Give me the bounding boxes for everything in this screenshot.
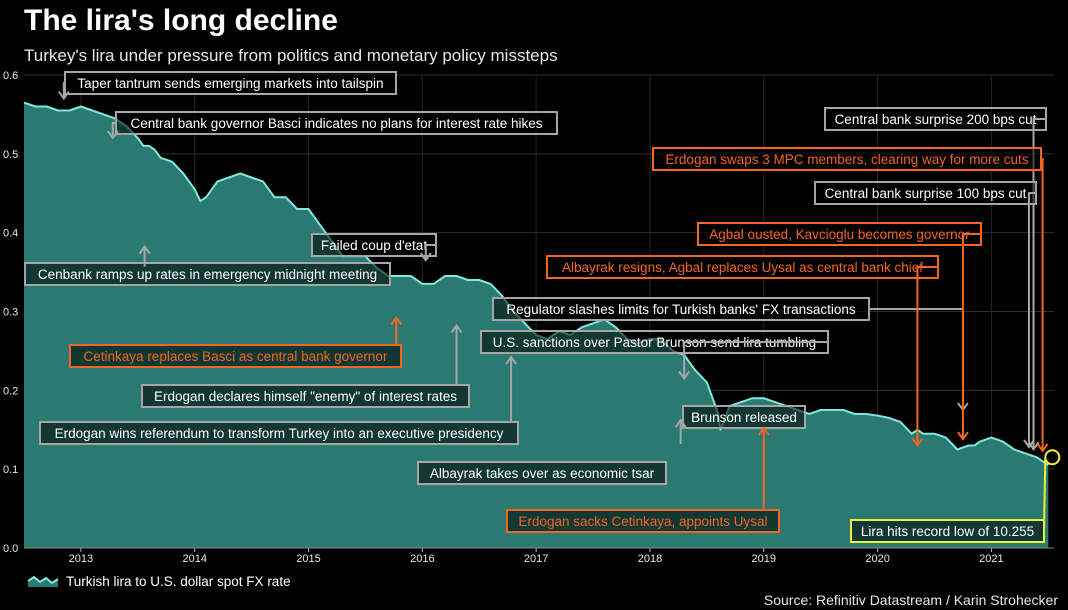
annotation-arrow: [1027, 192, 1036, 447]
arrow-head: [58, 90, 70, 101]
annotation: Erdogan sacks Cetinkaya, appoints Uysal: [506, 426, 780, 533]
annotation-label: Agbal ousted, Kavcioglu becomes governor: [709, 227, 970, 242]
annotation-box: [417, 461, 667, 485]
axes: 0.0 0.1 0.2 0.3 0.4 0.5 0.6 2013 2014 2015 2016 201…: [3, 70, 1054, 565]
annotation-box: [24, 262, 391, 286]
annotation: Central bank surprise 200 bps cut: [824, 107, 1047, 452]
x-tick-label: 2020: [865, 553, 889, 565]
arrow-head: [1036, 443, 1049, 453]
annotation: Cetinkaya replaces Basci as central bank…: [69, 315, 402, 368]
annotation: Central bank surprise 100 bps cut: [814, 181, 1037, 449]
x-tick-label: 2017: [524, 553, 548, 565]
annotation: Central bank governor Basci indicates no…: [106, 111, 558, 140]
annotation: Erdogan swaps 3 MPC members, clearing wa…: [652, 147, 1049, 453]
annotation-box: [39, 421, 519, 445]
annotation-label: Failed coup d'etat: [321, 238, 427, 253]
annotations: Taper tantrum sends emerging markets int…: [24, 71, 1061, 543]
arrow-head: [957, 431, 969, 441]
annotation: Albayrak resigns, Agbal replaces Uysal a…: [546, 255, 939, 448]
annotation-label: Taper tantrum sends emerging markets int…: [77, 76, 383, 91]
annotation-box: [506, 509, 780, 533]
annotation: U.S. sanctions over Pastor Brunson send …: [480, 330, 829, 381]
annotation-arrow: [111, 122, 116, 138]
annotation: Albayrak takes over as economic tsar: [417, 461, 667, 485]
annotation-label: Erdogan sacks Cetinkaya, appoints Uysal: [518, 514, 767, 529]
annotation-arrow: [1041, 158, 1044, 451]
annotation-box: [69, 344, 402, 368]
annotation-label: Central bank surprise 100 bps cut: [825, 186, 1027, 201]
y-tick-label: 0.1: [3, 464, 18, 476]
x-tick-label: 2015: [296, 553, 320, 565]
record-low-marker: [1044, 449, 1061, 466]
x-tick-label: 2021: [979, 553, 1003, 565]
y-tick-label: 0.4: [3, 228, 18, 240]
annotation-label: Albayrak takes over as economic tsar: [430, 466, 655, 481]
annotation-label: Brunson released: [691, 410, 797, 425]
annotation-label: Erdogan wins referendum to transform Tur…: [55, 426, 504, 441]
y-tick-label: 0.3: [3, 307, 18, 319]
annotation-label: Erdogan swaps 3 MPC members, clearing wa…: [665, 152, 1028, 167]
arrow-head: [911, 437, 924, 448]
y-tick-label: 0.5: [3, 149, 18, 161]
arrow-head: [390, 315, 402, 326]
annotation-label: Central bank surprise 200 bps cut: [835, 112, 1037, 127]
annotation-arrow: [869, 308, 964, 410]
legend: Turkish lira to U.S. dollar spot FX rate: [27, 574, 291, 589]
annotation-label: Erdogan declares himself "enemy" of inte…: [154, 389, 457, 404]
annotation-arrow: [916, 266, 938, 446]
legend-swatch-line: [27, 575, 59, 585]
arrow-head: [757, 426, 770, 436]
arrow-head: [138, 244, 151, 255]
annotation: Erdogan declares himself "enemy" of inte…: [141, 323, 470, 408]
annotation-label: Central bank governor Basci indicates no…: [131, 116, 543, 131]
annotation-arrow: [62, 82, 65, 99]
annotation-label: Lira hits record low of 10.255: [861, 524, 1034, 539]
arrow-head: [450, 323, 463, 334]
annotation-label: Regulator slashes limits for Turkish ban…: [506, 302, 855, 317]
annotation-arrow: [961, 233, 981, 440]
arrow-head: [106, 130, 119, 140]
annotation-label: Cenbank ramps up rates in emergency midn…: [38, 267, 377, 282]
annotation: Taper tantrum sends emerging markets int…: [58, 71, 397, 101]
chart-title: The lira's long decline: [24, 4, 338, 37]
x-tick-label: 2014: [182, 553, 206, 565]
annotation: Failed coup d'etat: [311, 233, 437, 262]
source-note: Source: Refinitiv Datastream / Karin Str…: [763, 592, 1058, 608]
arrow-head: [505, 355, 517, 365]
annotation: Lira hits record low of 10.255: [850, 449, 1061, 543]
arrow-head: [1023, 439, 1035, 449]
annotation-label: U.S. sanctions over Pastor Brunson send …: [493, 335, 816, 350]
annotation-label: Albayrak resigns, Agbal replaces Uysal a…: [562, 260, 923, 275]
y-tick-label: 0.6: [3, 70, 18, 82]
x-tick-label: 2013: [69, 553, 93, 565]
arrow-head: [674, 418, 687, 428]
x-tick-label: 2016: [410, 553, 434, 565]
x-tick-label: 2019: [752, 553, 776, 565]
annotation-box: [141, 384, 470, 408]
annotation: Brunson released: [674, 405, 806, 445]
annotation-arrow: [1032, 118, 1046, 450]
annotation-arrow: [424, 244, 436, 261]
arrow-head: [678, 370, 690, 381]
y-tick-label: 0.0: [3, 543, 18, 555]
annotation: Erdogan wins referendum to transform Tur…: [39, 355, 519, 445]
annotation: Agbal ousted, Kavcioglu becomes governor: [697, 222, 982, 441]
annotation: Cenbank ramps up rates in emergency midn…: [24, 244, 391, 286]
annotation-box: [682, 405, 806, 429]
y-tick-label: 0.2: [3, 385, 18, 397]
x-tick-label: 2018: [638, 553, 662, 565]
chart-subtitle: Turkey's lira under pressure from politi…: [24, 46, 558, 65]
annotation-connector: [1043, 457, 1047, 532]
annotation-arrow: [683, 341, 828, 379]
arrow-head: [419, 252, 432, 262]
legend-label: Turkish lira to U.S. dollar spot FX rate: [66, 574, 291, 589]
annotation-label: Cetinkaya replaces Basci as central bank…: [84, 349, 388, 364]
